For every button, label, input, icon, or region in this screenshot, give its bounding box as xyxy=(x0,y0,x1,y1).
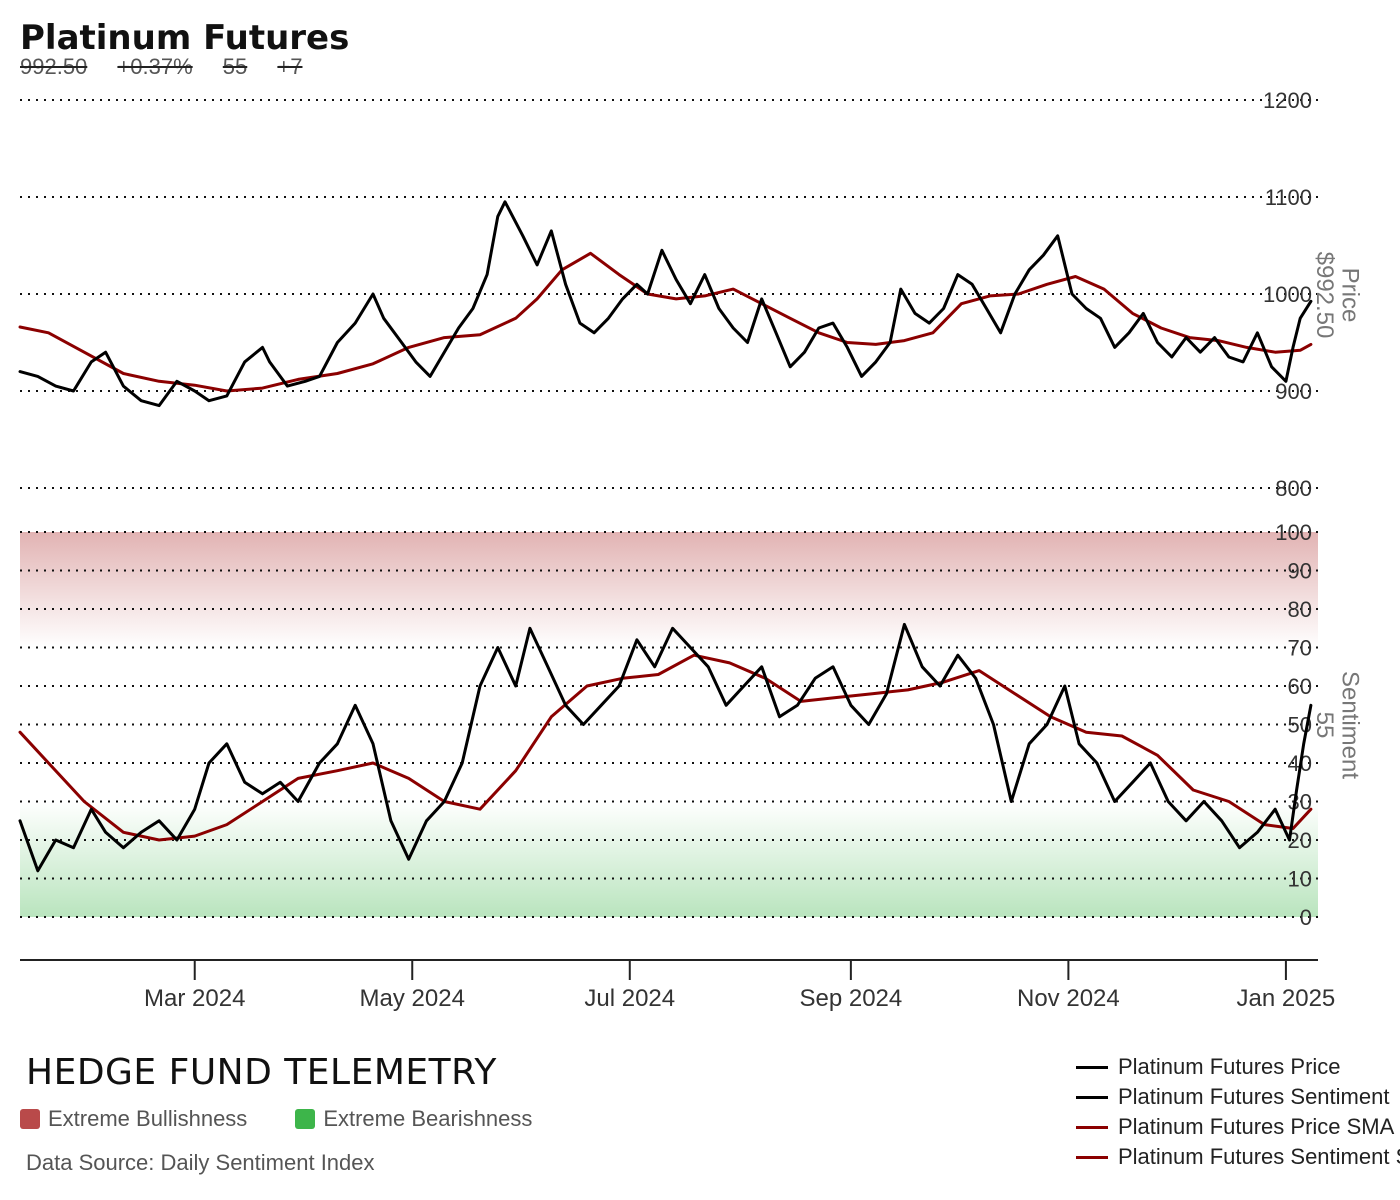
legend-label-sentiment: Platinum Futures Sentiment xyxy=(1118,1084,1390,1109)
sentiment-line xyxy=(18,622,1313,873)
data-source: Data Source: Daily Sentiment Index xyxy=(26,1150,375,1175)
zone-legend-item-bearish: Extreme Bearishness xyxy=(295,1106,532,1132)
sentiment-band xyxy=(20,801,1318,917)
price-axis-title-line: Price xyxy=(1336,268,1363,323)
legend-line-price-sma xyxy=(1076,1125,1108,1129)
price-line xyxy=(18,200,1313,408)
series-legend: Platinum Futures Price Platinum Futures … xyxy=(1076,1052,1400,1172)
price-axis-title-line: $992.50 xyxy=(1311,252,1338,339)
x-tick-label: May 2024 xyxy=(360,985,465,1012)
sentiment-tick-label: 100 xyxy=(1275,520,1312,545)
price-tick-label: 900 xyxy=(1275,379,1312,404)
legend-line-price xyxy=(1076,1065,1108,1069)
price-sma-line xyxy=(18,251,1313,393)
price-stats: 992.50 +0.37% 55 +7 xyxy=(20,54,326,80)
x-tick-label: Jul 2024 xyxy=(584,985,675,1012)
x-tick-label: Mar 2024 xyxy=(144,985,245,1012)
price-tick-label: 800 xyxy=(1275,476,1312,501)
legend-item-sentiment-sma: Platinum Futures Sentiment SMA xyxy=(1076,1142,1400,1172)
legend-item-price-sma: Platinum Futures Price SMA xyxy=(1076,1112,1400,1142)
zone-legend-item-bullish: Extreme Bullishness xyxy=(20,1106,247,1132)
sentiment-axis-title: Sentiment55 xyxy=(1311,671,1363,779)
legend-item-sentiment: Platinum Futures Sentiment xyxy=(1076,1082,1400,1112)
legend-item-price: Platinum Futures Price xyxy=(1076,1052,1400,1082)
zone-swatch-bearish xyxy=(295,1109,316,1129)
price-tick-label: 1000 xyxy=(1263,282,1312,307)
price-axis-title: Price$992.50 xyxy=(1311,252,1363,339)
sentiment-tick-label: 70 xyxy=(1288,636,1312,661)
x-tick-label: Nov 2024 xyxy=(1017,985,1120,1012)
sentiment-tick-label: 0 xyxy=(1300,905,1312,930)
sentiment-axis-title-line: Sentiment xyxy=(1336,671,1363,779)
sentiment-tick-label: 10 xyxy=(1288,867,1312,892)
zone-label-bullish: Extreme Bullishness xyxy=(48,1106,248,1131)
zone-legend: Extreme Bullishness Extreme Bearishness xyxy=(20,1106,532,1132)
sentiment-sma-line xyxy=(18,653,1313,842)
chart-title: Platinum Futures xyxy=(20,18,350,58)
brand-name: HEDGE FUND TELEMETRY xyxy=(26,1052,497,1093)
price-tick-label: 1100 xyxy=(1265,185,1312,210)
x-tick-label: Jan 2025 xyxy=(1237,985,1336,1012)
stat-price: 992.50 xyxy=(20,54,88,79)
legend-line-sentiment xyxy=(1076,1095,1108,1099)
sentiment-tick-label: 80 xyxy=(1288,597,1312,622)
stat-sentiment: 55 xyxy=(222,54,248,79)
sentiment-tick-label: 60 xyxy=(1288,674,1312,699)
legend-line-sentiment-sma xyxy=(1076,1155,1108,1159)
x-tick-label: Sep 2024 xyxy=(799,985,902,1012)
sentiment-axis-title-line: 55 xyxy=(1311,712,1338,739)
zone-swatch-bullish xyxy=(20,1109,40,1129)
stat-sentiment-change: +7 xyxy=(277,54,303,79)
zone-label-bearish: Extreme Bearishness xyxy=(323,1106,533,1131)
price-tick-label: 1200 xyxy=(1263,88,1312,113)
legend-label-price-sma: Platinum Futures Price SMA xyxy=(1118,1114,1395,1139)
sentiment-tick-label: 90 xyxy=(1288,559,1312,584)
stat-change: +0.37% xyxy=(117,54,193,79)
price-sentiment-chart: 8009001000110012000102030405060708090100… xyxy=(18,88,1363,1012)
sentiment-band xyxy=(20,532,1318,648)
legend-label-price: Platinum Futures Price xyxy=(1118,1054,1341,1079)
legend-label-sentiment-sma: Platinum Futures Sentiment SMA xyxy=(1118,1144,1400,1169)
